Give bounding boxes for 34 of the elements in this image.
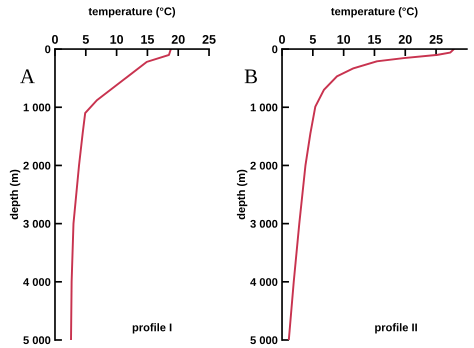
x-tick-label: 10 xyxy=(337,34,350,44)
x-tick-label: 10 xyxy=(110,34,124,44)
y-tick-label: 3 000 xyxy=(23,220,50,228)
y-tick-label: 3 000 xyxy=(250,220,278,228)
y-tick-label: 0 xyxy=(272,45,278,54)
y-axis-title: depth (m) xyxy=(236,170,248,220)
x-axis-title: temperature (°C) xyxy=(88,7,176,18)
x-tick-label: 15 xyxy=(141,35,154,44)
x-tick-label: 5 xyxy=(310,35,316,44)
y-tick-label: 2 000 xyxy=(23,162,50,170)
y-tick-label: 5 000 xyxy=(250,336,278,344)
x-tick-label: 0 xyxy=(52,34,58,44)
annotation: profile II xyxy=(375,323,417,334)
text: B xyxy=(244,70,257,84)
y-tick-label: 2 000 xyxy=(250,162,278,170)
y-tick-label: 1 000 xyxy=(24,104,50,112)
y-axis-title: depth (m) xyxy=(10,170,20,220)
x-tick-label: 25 xyxy=(430,34,443,44)
y-tick-label: 4 000 xyxy=(250,278,278,286)
line-series xyxy=(70,49,172,340)
x-tick-label: 5 xyxy=(82,35,89,44)
line-series xyxy=(288,49,455,340)
x-axis-title: temperature (°C) xyxy=(331,7,418,18)
x-tick-label: 25 xyxy=(202,34,216,44)
text: A xyxy=(20,69,35,84)
x-tick-label: 0 xyxy=(279,34,285,44)
x-tick-label: 20 xyxy=(398,34,412,44)
y-tick-label: 0 xyxy=(45,45,50,54)
annotation: profile I xyxy=(132,323,172,334)
y-tick-label: 5 000 xyxy=(23,336,50,344)
x-tick-label: 15 xyxy=(368,35,382,44)
y-tick-label: 1 000 xyxy=(250,104,278,112)
x-tick-label: 20 xyxy=(172,34,185,44)
y-tick-label: 4 000 xyxy=(23,278,50,286)
